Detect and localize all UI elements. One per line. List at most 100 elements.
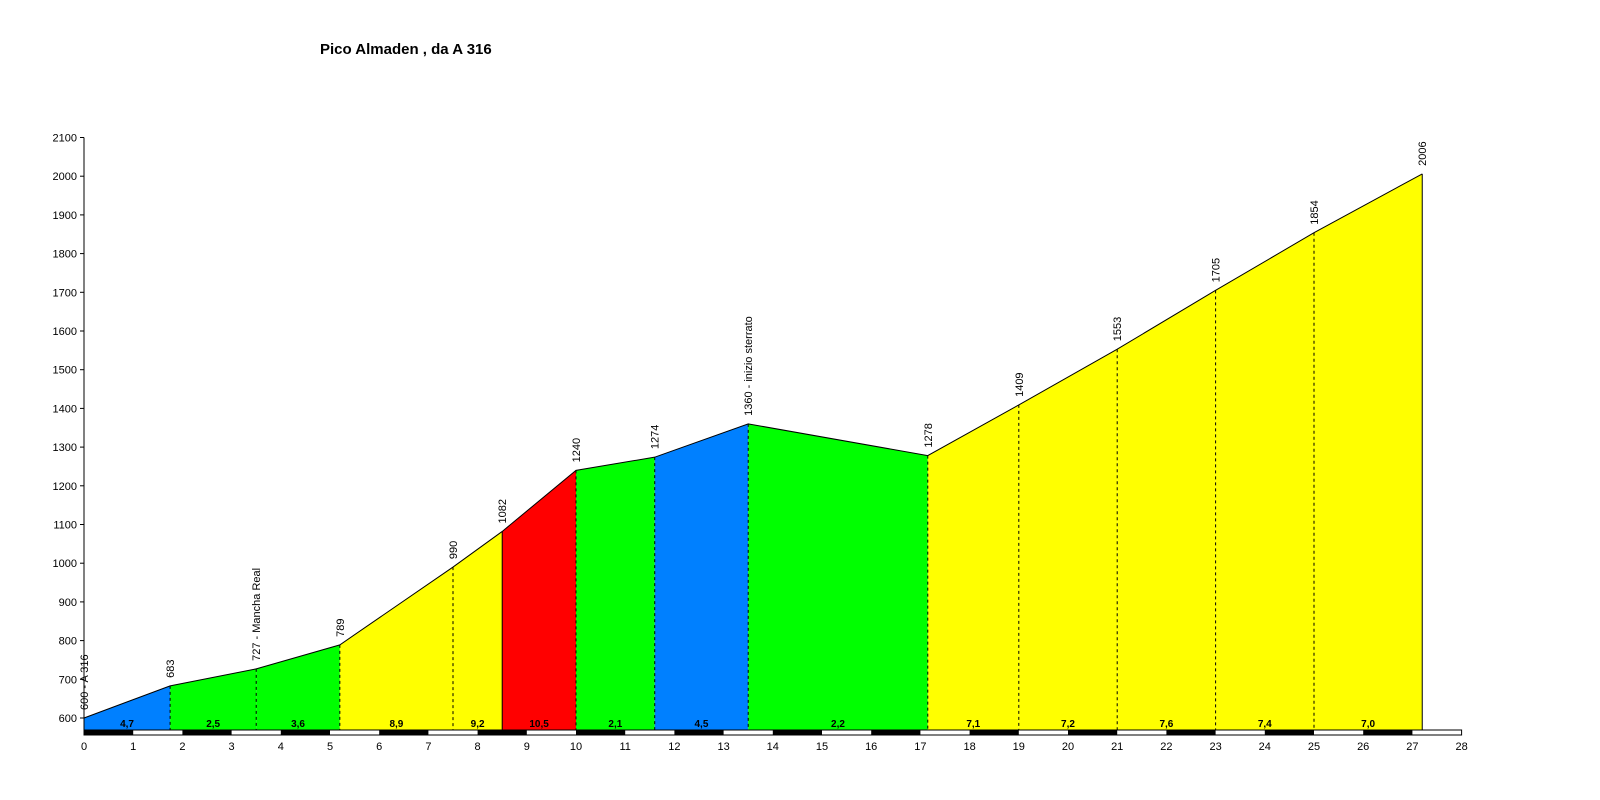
segment-fill-6 (502, 470, 576, 730)
y-tick-label-2100: 2100 (53, 133, 77, 145)
y-tick-label-700: 700 (59, 674, 77, 686)
segment-fill-8 (654, 423, 749, 730)
scale-bar-block-24 (1264, 730, 1314, 735)
segment-fill-9 (748, 423, 928, 730)
segment-fill-5 (453, 531, 503, 730)
elevation-label-10: 1278 (923, 423, 935, 447)
gradient-label-2: 2,5 (206, 719, 220, 730)
segment-fill-10 (927, 404, 1019, 730)
elevation-label-4: 789 (335, 618, 347, 636)
x-tick-label-1: 1 (130, 741, 136, 753)
elevation-point-labels: 600 - A 316 683 727 - Mancha Real 789 990 108… (79, 141, 1429, 710)
gradient-label-14: 7,0 (1361, 719, 1375, 730)
gradient-label-3: 3,6 (291, 719, 305, 730)
profile-line (83, 173, 1423, 719)
x-tick-label-20: 20 (1062, 741, 1074, 753)
gradient-label-8: 4,5 (695, 719, 709, 730)
x-tick-label-8: 8 (475, 741, 481, 753)
x-tick-label-14: 14 (767, 741, 779, 753)
x-tick-label-25: 25 (1308, 741, 1320, 753)
scale-bar-block-16 (871, 730, 921, 735)
elevation-label-13: 1705 (1211, 258, 1223, 282)
y-tick-label-600: 600 (59, 713, 77, 725)
x-tick-label-5: 5 (327, 741, 333, 753)
y-tick-label-1300: 1300 (53, 442, 77, 454)
segment-fill-7 (576, 457, 655, 730)
elevation-label-8: 1274 (650, 425, 662, 449)
gradient-label-13: 7,4 (1258, 719, 1272, 730)
y-tick-label-1000: 1000 (53, 558, 77, 570)
y-tick-label-900: 900 (59, 597, 77, 609)
segment-fill-4 (339, 567, 453, 730)
scale-bar-block-10 (576, 730, 626, 735)
scale-bar-block-8 (477, 730, 527, 735)
x-tick-label-24: 24 (1259, 741, 1271, 753)
chart-title: Pico Almaden , da A 316 (320, 41, 492, 58)
elevation-label-12: 1553 (1112, 317, 1124, 341)
scale-bar-block-6 (379, 730, 429, 735)
x-tick-label-18: 18 (963, 741, 975, 753)
x-tick-label-4: 4 (278, 741, 284, 753)
x-tick-label-2: 2 (179, 741, 185, 753)
y-tick-label-1900: 1900 (53, 210, 77, 222)
segment-fill-14 (1314, 173, 1423, 731)
y-tick-label-1200: 1200 (53, 481, 77, 493)
gradient-labels: 4,7 2,5 3,6 8,9 9,2 10,5 2,1 4,5 2,2 7,1 7,2 7,6 7,4… (120, 719, 1375, 730)
y-tick-label-800: 800 (59, 636, 77, 648)
scale-bar-block-20 (1068, 730, 1118, 735)
gradient-label-7: 2,1 (608, 719, 622, 730)
elevation-label-11: 1409 (1014, 372, 1026, 396)
x-tick-label-6: 6 (376, 741, 382, 753)
x-tick-label-3: 3 (229, 741, 235, 753)
x-tick-label-19: 19 (1013, 741, 1025, 753)
x-tick-label-11: 11 (619, 741, 630, 753)
elevation-label-7: 1240 (571, 438, 583, 462)
x-tick-label-23: 23 (1209, 741, 1221, 753)
gradient-label-4: 8,9 (389, 719, 403, 730)
x-tick-label-10: 10 (570, 741, 582, 753)
distance-scale-bar: 0 1 2 3 4 5 6 7 8 9 10 11 12 13 14 15 16 17 18 19 20 21 22 23 24… (81, 729, 1468, 753)
x-tick-label-12: 12 (668, 741, 680, 753)
gradient-label-11: 7,2 (1061, 719, 1075, 730)
segment-fill-2 (170, 668, 257, 730)
y-tick-label-1500: 1500 (53, 365, 77, 377)
elevation-label-9: 1360 - inizio sterrato (743, 316, 755, 416)
elevation-label-14: 1854 (1309, 200, 1321, 224)
x-tick-label-17: 17 (914, 741, 926, 753)
gradient-label-5: 9,2 (471, 719, 485, 730)
y-tick-label-1700: 1700 (53, 287, 77, 299)
y-tick-label-1100: 1100 (53, 520, 77, 532)
x-tick-label-26: 26 (1357, 741, 1369, 753)
segment-fill-3 (256, 644, 340, 730)
gradient-label-12: 7,6 (1159, 719, 1173, 730)
gradient-label-10: 7,1 (966, 719, 980, 730)
elevation-label-5: 990 (448, 541, 460, 559)
profile-fill-segments (84, 173, 1423, 731)
gradient-label-9: 2,2 (831, 719, 845, 730)
x-tick-label-28: 28 (1455, 741, 1467, 753)
scale-bar-block-4 (280, 730, 330, 735)
x-tick-label-15: 15 (816, 741, 828, 753)
x-tick-label-13: 13 (717, 741, 729, 753)
scale-bar-block-14 (772, 730, 822, 735)
x-tick-label-22: 22 (1160, 741, 1172, 753)
x-tick-label-0: 0 (81, 741, 87, 753)
segment-fill-1 (84, 685, 171, 730)
scale-bar-block-22 (1166, 730, 1216, 735)
elevation-label-3: 727 - Mancha Real (251, 568, 263, 661)
scale-bar-block-26 (1363, 730, 1413, 735)
x-tick-label-7: 7 (425, 741, 431, 753)
x-tick-label-16: 16 (865, 741, 877, 753)
y-tick-label-1600: 1600 (53, 326, 77, 338)
axes: 600 700 800 900 1000 1100 1200 1300 1400 1500 1600… (53, 133, 85, 730)
gradient-label-6: 10,5 (529, 719, 549, 730)
segment-fill-12 (1117, 290, 1216, 730)
gradient-label-1: 4,7 (120, 719, 134, 730)
segment-fill-11 (1018, 349, 1118, 730)
scale-bar-block-18 (969, 730, 1019, 735)
scale-bar-block-0 (84, 730, 134, 735)
y-tick-label-1400: 1400 (53, 403, 77, 415)
scale-bar-block-2 (182, 730, 232, 735)
x-tick-label-9: 9 (524, 741, 530, 753)
